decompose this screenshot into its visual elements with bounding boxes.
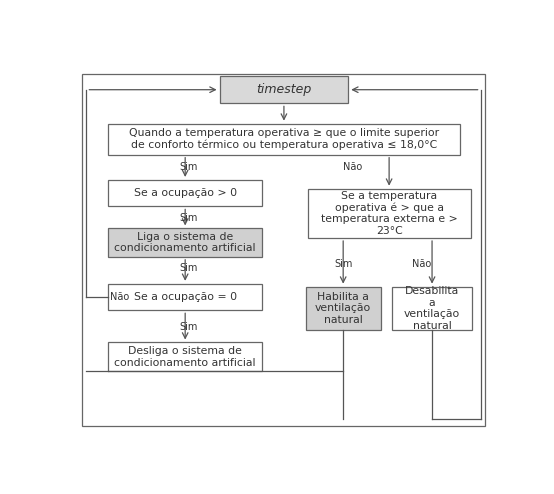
Text: Não: Não: [343, 162, 362, 171]
Text: Sim: Sim: [179, 263, 198, 274]
Text: Se a ocupação = 0: Se a ocupação = 0: [134, 292, 237, 302]
FancyBboxPatch shape: [108, 180, 263, 206]
FancyBboxPatch shape: [108, 228, 263, 257]
FancyBboxPatch shape: [108, 284, 263, 310]
Text: Sim: Sim: [179, 323, 198, 332]
Text: Se a ocupação > 0: Se a ocupação > 0: [134, 188, 237, 198]
Text: Sim: Sim: [179, 162, 198, 171]
FancyBboxPatch shape: [306, 287, 381, 330]
FancyBboxPatch shape: [307, 189, 471, 238]
Text: Não: Não: [110, 292, 130, 302]
Text: Desabilita
a
ventilação
natural: Desabilita a ventilação natural: [404, 286, 460, 331]
Text: Quando a temperatura operativa ≥ que o limite superior
de conforto térmico ou te: Quando a temperatura operativa ≥ que o l…: [129, 128, 439, 150]
Text: Habilita a
ventilação
natural: Habilita a ventilação natural: [315, 292, 371, 325]
Text: Desliga o sistema de
condicionamento artificial: Desliga o sistema de condicionamento art…: [115, 346, 256, 368]
Text: Liga o sistema de
condicionamento artificial: Liga o sistema de condicionamento artifi…: [115, 232, 256, 253]
Text: timestep: timestep: [257, 83, 311, 96]
Text: Sim: Sim: [335, 259, 353, 269]
FancyBboxPatch shape: [108, 342, 263, 371]
FancyBboxPatch shape: [219, 76, 348, 103]
Text: Sim: Sim: [179, 213, 198, 223]
Text: Não: Não: [412, 259, 431, 269]
Text: Se a temperatura
operativa é > que a
temperatura externa e >
23°C: Se a temperatura operativa é > que a tem…: [321, 191, 458, 236]
FancyBboxPatch shape: [108, 124, 460, 155]
FancyBboxPatch shape: [392, 287, 472, 330]
